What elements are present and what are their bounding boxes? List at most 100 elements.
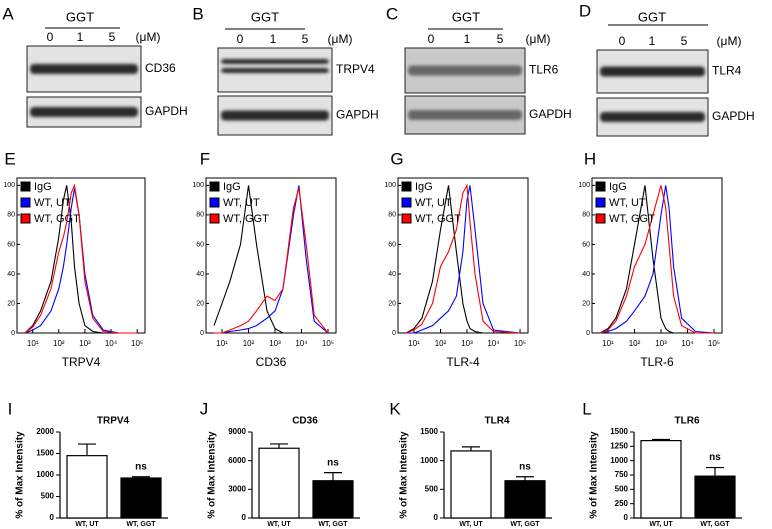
x-tick-label: 10¹: [216, 339, 228, 348]
treatment-label: GGT: [452, 9, 480, 24]
y-axis-label: % of Max Intensity: [399, 431, 410, 519]
legend-swatch: [209, 181, 220, 192]
y-tick-label: 80: [196, 212, 204, 219]
y-tick-label: 100: [3, 182, 15, 189]
significance-label: ns: [519, 461, 531, 472]
blot-band: [30, 107, 138, 117]
treatment-label: GGT: [66, 9, 94, 24]
dose-label: 1: [270, 32, 277, 46]
legend-label: WT, UT: [223, 197, 260, 209]
bar: [450, 450, 492, 519]
histogram-curve: [214, 188, 329, 334]
x-tick-label: 10⁵: [131, 339, 143, 348]
y-tick-label: 40: [388, 271, 396, 278]
y-tick-label: 80: [388, 212, 396, 219]
blot-label: GAPDH: [712, 109, 755, 123]
legend-swatch: [595, 197, 606, 208]
blot-label: TLR4: [712, 64, 742, 78]
y-tick-label: 0: [624, 513, 629, 522]
y-tick-label: 1000: [420, 456, 438, 465]
y-tick-label: 250: [615, 499, 629, 508]
dose-label: 1: [464, 32, 471, 46]
legend-label: WT, GGT: [415, 213, 461, 225]
x-tick-label: 10²: [243, 339, 255, 348]
legend-label: WT, UT: [609, 197, 646, 209]
y-tick-label: 40: [7, 271, 15, 278]
blot-label: GAPDH: [145, 104, 188, 118]
blot-label: CD36: [145, 61, 176, 75]
y-tick-label: 500: [41, 492, 55, 501]
legend-label: IgG: [223, 181, 241, 193]
blot-label: GAPDH: [529, 107, 572, 121]
bar: [120, 477, 162, 519]
x-tick-label: 10²: [53, 339, 65, 348]
blot-band: [408, 110, 522, 120]
y-tick-label: 0: [50, 513, 55, 522]
y-axis-label: % of Max Intensity: [207, 431, 218, 519]
y-axis-label: % of Max Intensity: [589, 431, 600, 519]
dose-label: 1: [649, 34, 656, 48]
legend-label: IgG: [34, 181, 52, 193]
x-axis-label: TLR-6: [640, 355, 674, 369]
y-tick-label: 20: [7, 300, 15, 307]
y-tick-label: 0: [242, 513, 247, 522]
x-tick-label: 10³: [269, 339, 281, 348]
x-axis-label: CD36: [256, 355, 287, 369]
y-tick-label: 1000: [610, 456, 628, 465]
panel-letter: E: [4, 149, 15, 168]
panel-letter: G: [390, 149, 403, 168]
x-tick-label: 10⁴: [105, 339, 118, 348]
plot-frame: [205, 177, 337, 334]
histogram-curve: [406, 185, 521, 334]
x-tick-label: WT, UT: [459, 521, 483, 528]
y-tick-label: 0: [434, 513, 439, 522]
y-tick-label: 0: [586, 330, 590, 337]
y-axis-label: % of Max Intensity: [15, 431, 26, 519]
significance-label: ns: [709, 452, 721, 463]
x-tick-label: WT, UT: [267, 521, 291, 528]
panel-letter: J: [200, 399, 209, 418]
y-tick-label: 2000: [36, 427, 54, 436]
y-tick-label: 60: [388, 241, 396, 248]
histogram-curve: [599, 185, 715, 334]
significance-label: ns: [135, 461, 147, 472]
x-tick-label: WT, GGT: [510, 521, 540, 528]
panel-letter: F: [200, 149, 210, 168]
panel-letter: A: [2, 4, 14, 23]
legend-label: IgG: [415, 181, 433, 193]
y-tick-label: 60: [7, 241, 15, 248]
unit-label: (μM): [328, 32, 353, 46]
histogram-curve: [599, 185, 714, 334]
blot-band: [30, 64, 138, 74]
panel-letter: H: [584, 149, 596, 168]
bar: [66, 455, 108, 519]
treatment-label: GGT: [251, 9, 279, 24]
x-tick-label: 10⁵: [708, 339, 720, 348]
bar: [312, 480, 354, 519]
y-tick-label: 80: [582, 212, 590, 219]
chart-title: TRPV4: [97, 416, 130, 427]
x-tick-label: WT, GGT: [126, 521, 156, 528]
dose-label: 0: [619, 34, 626, 48]
panel-letter: K: [389, 399, 401, 418]
histogram-curve: [599, 185, 714, 334]
dose-label: 5: [302, 32, 309, 46]
unit-label: (μM): [717, 34, 742, 48]
blot-band: [221, 68, 329, 73]
y-tick-label: 100: [578, 182, 590, 189]
histogram-curve: [24, 183, 138, 334]
x-tick-label: 10²: [435, 339, 447, 348]
y-tick-label: 0: [200, 330, 204, 337]
x-tick-label: 10²: [629, 339, 641, 348]
legend-swatch: [20, 181, 31, 192]
legend-label: WT, GGT: [609, 213, 655, 225]
panel-letter: C: [386, 4, 398, 23]
bar: [640, 440, 682, 519]
blot-label: GAPDH: [336, 108, 379, 122]
y-tick-label: 750: [615, 470, 629, 479]
plot-frame: [16, 177, 146, 334]
y-tick-label: 500: [615, 484, 629, 493]
x-tick-label: 10³: [79, 339, 91, 348]
histogram-curve: [405, 183, 521, 334]
